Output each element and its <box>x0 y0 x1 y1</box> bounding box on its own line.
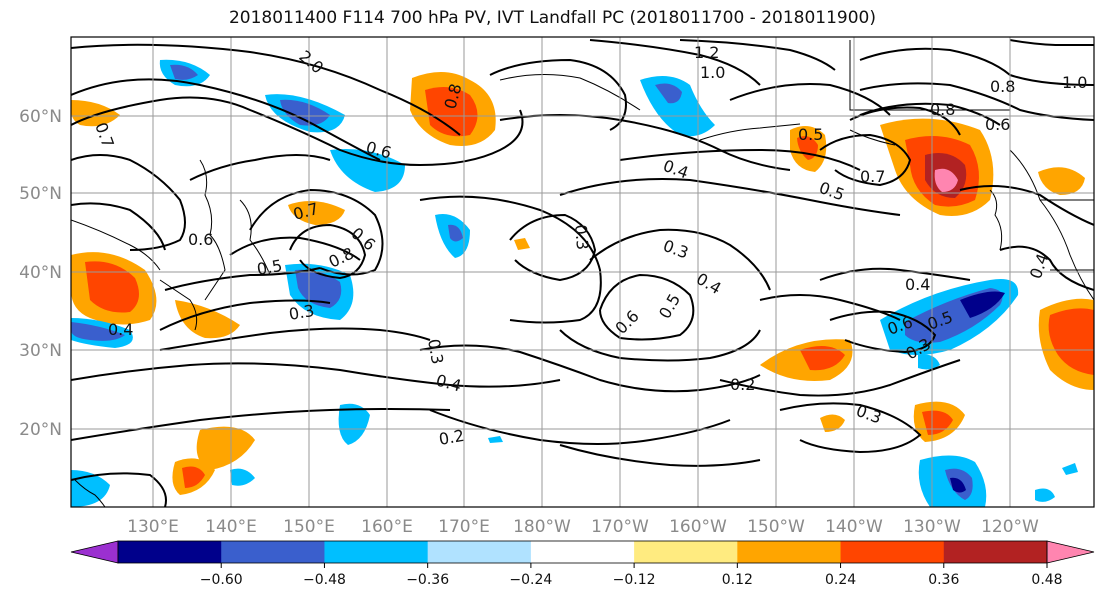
contour-label: 0.7 <box>860 167 885 186</box>
lat-label: 60°N <box>19 107 62 127</box>
lon-label: 130°W <box>903 517 961 537</box>
contour-label: 0.5 <box>255 256 283 279</box>
colorbar-segment <box>427 541 532 563</box>
colorbar-tick-label: −0.60 <box>200 572 243 588</box>
latitude-labels: 60°N 50°N 40°N 30°N 20°N <box>19 107 62 440</box>
colorbar-segment <box>70 540 119 564</box>
contour-label: 0.3 <box>571 224 592 251</box>
contour-label: 0.2 <box>730 375 755 394</box>
colorbar-tick-label: −0.24 <box>509 572 552 588</box>
colorbar-segment <box>324 541 429 563</box>
colorbar-tick-label: 0.24 <box>825 572 856 588</box>
contour-label: 1.0 <box>1062 73 1087 92</box>
colorbar-tick-label: 0.12 <box>722 572 753 588</box>
lon-label: 150°E <box>283 517 335 537</box>
lat-label: 50°N <box>19 184 62 204</box>
colorbar-segment <box>634 541 738 563</box>
lon-label: 160°E <box>361 517 413 537</box>
map-frame <box>70 36 1095 508</box>
lon-label: 130°E <box>127 517 179 537</box>
contour-label: 0.2 <box>437 426 465 449</box>
lon-label: 170°W <box>591 517 649 537</box>
lat-label: 30°N <box>19 341 62 361</box>
contour-label: 0.6 <box>985 115 1010 134</box>
colorbar-tick-label: 0.36 <box>928 572 959 588</box>
contour-label: 0.4 <box>905 275 930 294</box>
map-title: 2018011400 F114 700 hPa PV, IVT Landfall… <box>228 8 876 28</box>
colorbar-segment <box>118 541 222 563</box>
lon-label: 140°E <box>205 517 257 537</box>
colorbar: −0.60 −0.48 −0.36 −0.24 −0.12 0.12 0.24 0.36 0.4… <box>70 540 1095 588</box>
graticule <box>71 37 1094 507</box>
contour-label: 0.3 <box>287 301 315 324</box>
contour-label: 0.6 <box>188 230 213 249</box>
lat-label: 20°N <box>19 420 62 440</box>
contour-label: 1.0 <box>700 63 725 82</box>
colorbar-segment <box>943 541 1048 563</box>
contour-label: 0.3 <box>424 337 447 365</box>
lon-label: 180°W <box>513 517 571 537</box>
colorbar-tick-label: 0.48 <box>1031 572 1062 588</box>
contour-label: 0.5 <box>798 125 823 144</box>
colorbar-segment <box>530 541 635 563</box>
lat-label: 40°N <box>19 263 62 283</box>
lon-label: 170°E <box>438 517 490 537</box>
colorbar-segment <box>1046 540 1095 564</box>
lon-label: 160°W <box>669 517 727 537</box>
colorbar-segment <box>737 541 842 563</box>
colorbar-segment <box>840 541 945 563</box>
contour-label: 0.8 <box>930 100 955 119</box>
lon-label: 120°W <box>981 517 1039 537</box>
colorbar-outline <box>117 540 1048 564</box>
contour-label: 0.4 <box>108 320 133 339</box>
colorbar-tick-label: −0.48 <box>303 572 346 588</box>
lon-label: 150°W <box>747 517 805 537</box>
colorbar-tick-label: −0.36 <box>406 572 449 588</box>
colorbar-segment <box>221 541 325 563</box>
lon-label: 140°W <box>825 517 883 537</box>
contour-label: 0.8 <box>990 77 1015 96</box>
colorbar-tick-label: −0.12 <box>613 572 656 588</box>
longitude-labels: 130°E 140°E 150°E 160°E 170°E 180°W 170°… <box>127 517 1039 537</box>
contour-label: 1.2 <box>694 43 719 62</box>
